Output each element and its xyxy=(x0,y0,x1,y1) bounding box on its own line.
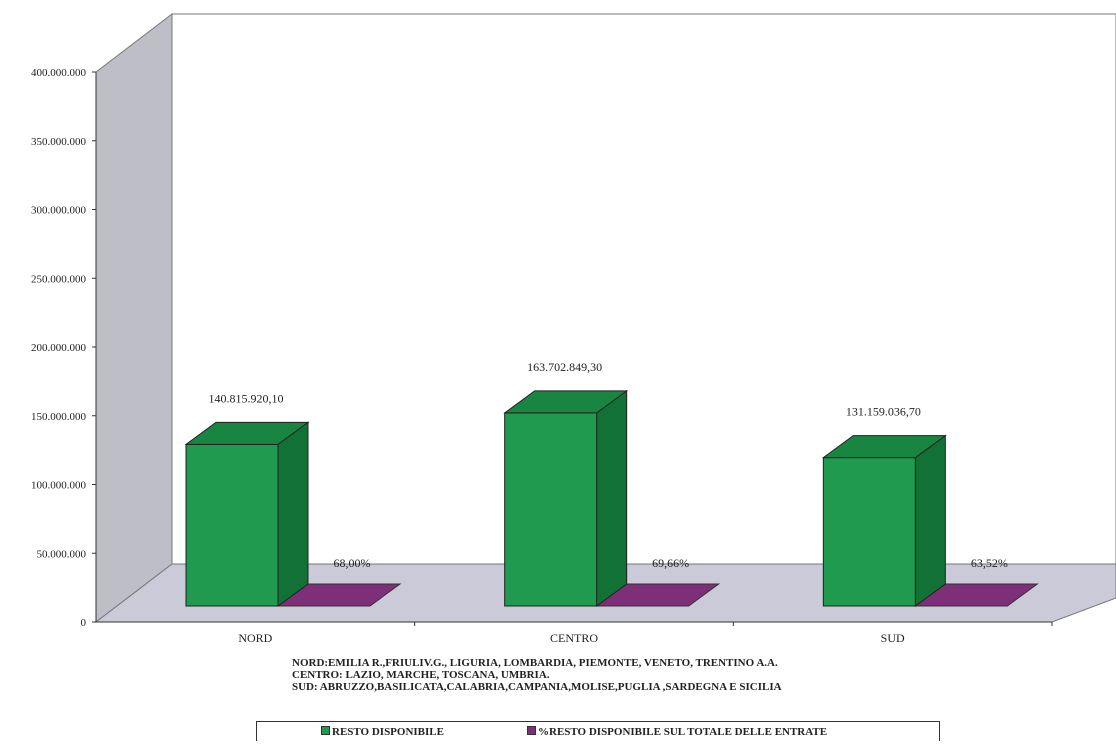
bar-nord: 140.815.920,10 68,00% xyxy=(184,391,402,607)
legend-swatch-percent xyxy=(527,726,536,735)
bar-top xyxy=(184,421,310,445)
legend: RESTO DISPONIBILE %RESTO DISPONIBILE SUL… xyxy=(256,721,940,741)
y-axis: 0 50.000.000 100.000.000 150.000.000 200.000… xyxy=(31,67,1052,629)
y-tick-label: 50.000.000 xyxy=(37,548,87,560)
x-tick-label: SUD xyxy=(881,631,905,645)
x-tick-label: NORD xyxy=(238,631,272,645)
bar-front xyxy=(822,457,916,607)
bar-side xyxy=(596,389,628,607)
legend-swatch-resto xyxy=(321,726,330,735)
bar-front xyxy=(185,443,279,607)
y-tick-label: 250.000.000 xyxy=(31,273,87,285)
bar-sud: 131.159.036,70 63,52% xyxy=(821,405,1039,607)
left-wall xyxy=(95,12,173,624)
percent-value-label: 63,52% xyxy=(971,556,1008,570)
y-tick-label: 400.000.000 xyxy=(31,67,87,79)
y-tick-label: 200.000.000 xyxy=(31,342,87,354)
x-tick-label: CENTRO xyxy=(550,631,598,645)
legend-entry-resto: RESTO DISPONIBILE xyxy=(321,726,444,738)
bar-front xyxy=(504,412,598,607)
back-wall xyxy=(171,13,1116,565)
bar-series: 140.815.920,10 68,00% 163.702.849,30 69,66%… xyxy=(184,360,1039,607)
y-tick-label: 300.000.000 xyxy=(31,205,87,217)
percent-value-label: 69,66% xyxy=(652,556,689,570)
x-axis: NORD CENTRO SUD xyxy=(238,622,1053,645)
legend-label-resto: RESTO DISPONIBILE xyxy=(332,726,444,738)
note-nord: NORD:EMILIA R.,FRIULIV.G., LIGURIA, LOMB… xyxy=(292,657,778,669)
region-notes: NORD:EMILIA R.,FRIULIV.G., LIGURIA, LOMB… xyxy=(292,657,1052,693)
note-centro: CENTRO: LAZIO, MARCHE, TOSCANA, UMBRIA. xyxy=(292,669,550,681)
legend-entry-percent: %RESTO DISPONIBILE SUL TOTALE DELLE ENTR… xyxy=(527,726,827,738)
note-sud: SUD: ABRUZZO,BASILICATA,CALABRIA,CAMPANI… xyxy=(292,681,782,693)
bar-side xyxy=(277,421,309,607)
y-tick-label: 150.000.000 xyxy=(31,411,87,423)
bar-value-label: 140.815.920,10 xyxy=(209,391,284,405)
percent-value-label: 68,00% xyxy=(334,556,371,570)
bar-centro: 163.702.849,30 69,66% xyxy=(503,360,721,607)
bar-top xyxy=(821,435,947,459)
bar-value-label: 163.702.849,30 xyxy=(527,360,602,374)
y-tick-label: 100.000.000 xyxy=(31,480,87,492)
bar-side xyxy=(914,434,946,607)
bar-value-label: 131.159.036,70 xyxy=(846,405,921,419)
y-tick-label: 0 xyxy=(81,617,87,629)
bar-top xyxy=(503,390,629,414)
y-tick-label: 350.000.000 xyxy=(31,136,87,148)
legend-label-percent: %RESTO DISPONIBILE SUL TOTALE DELLE ENTR… xyxy=(538,726,828,738)
